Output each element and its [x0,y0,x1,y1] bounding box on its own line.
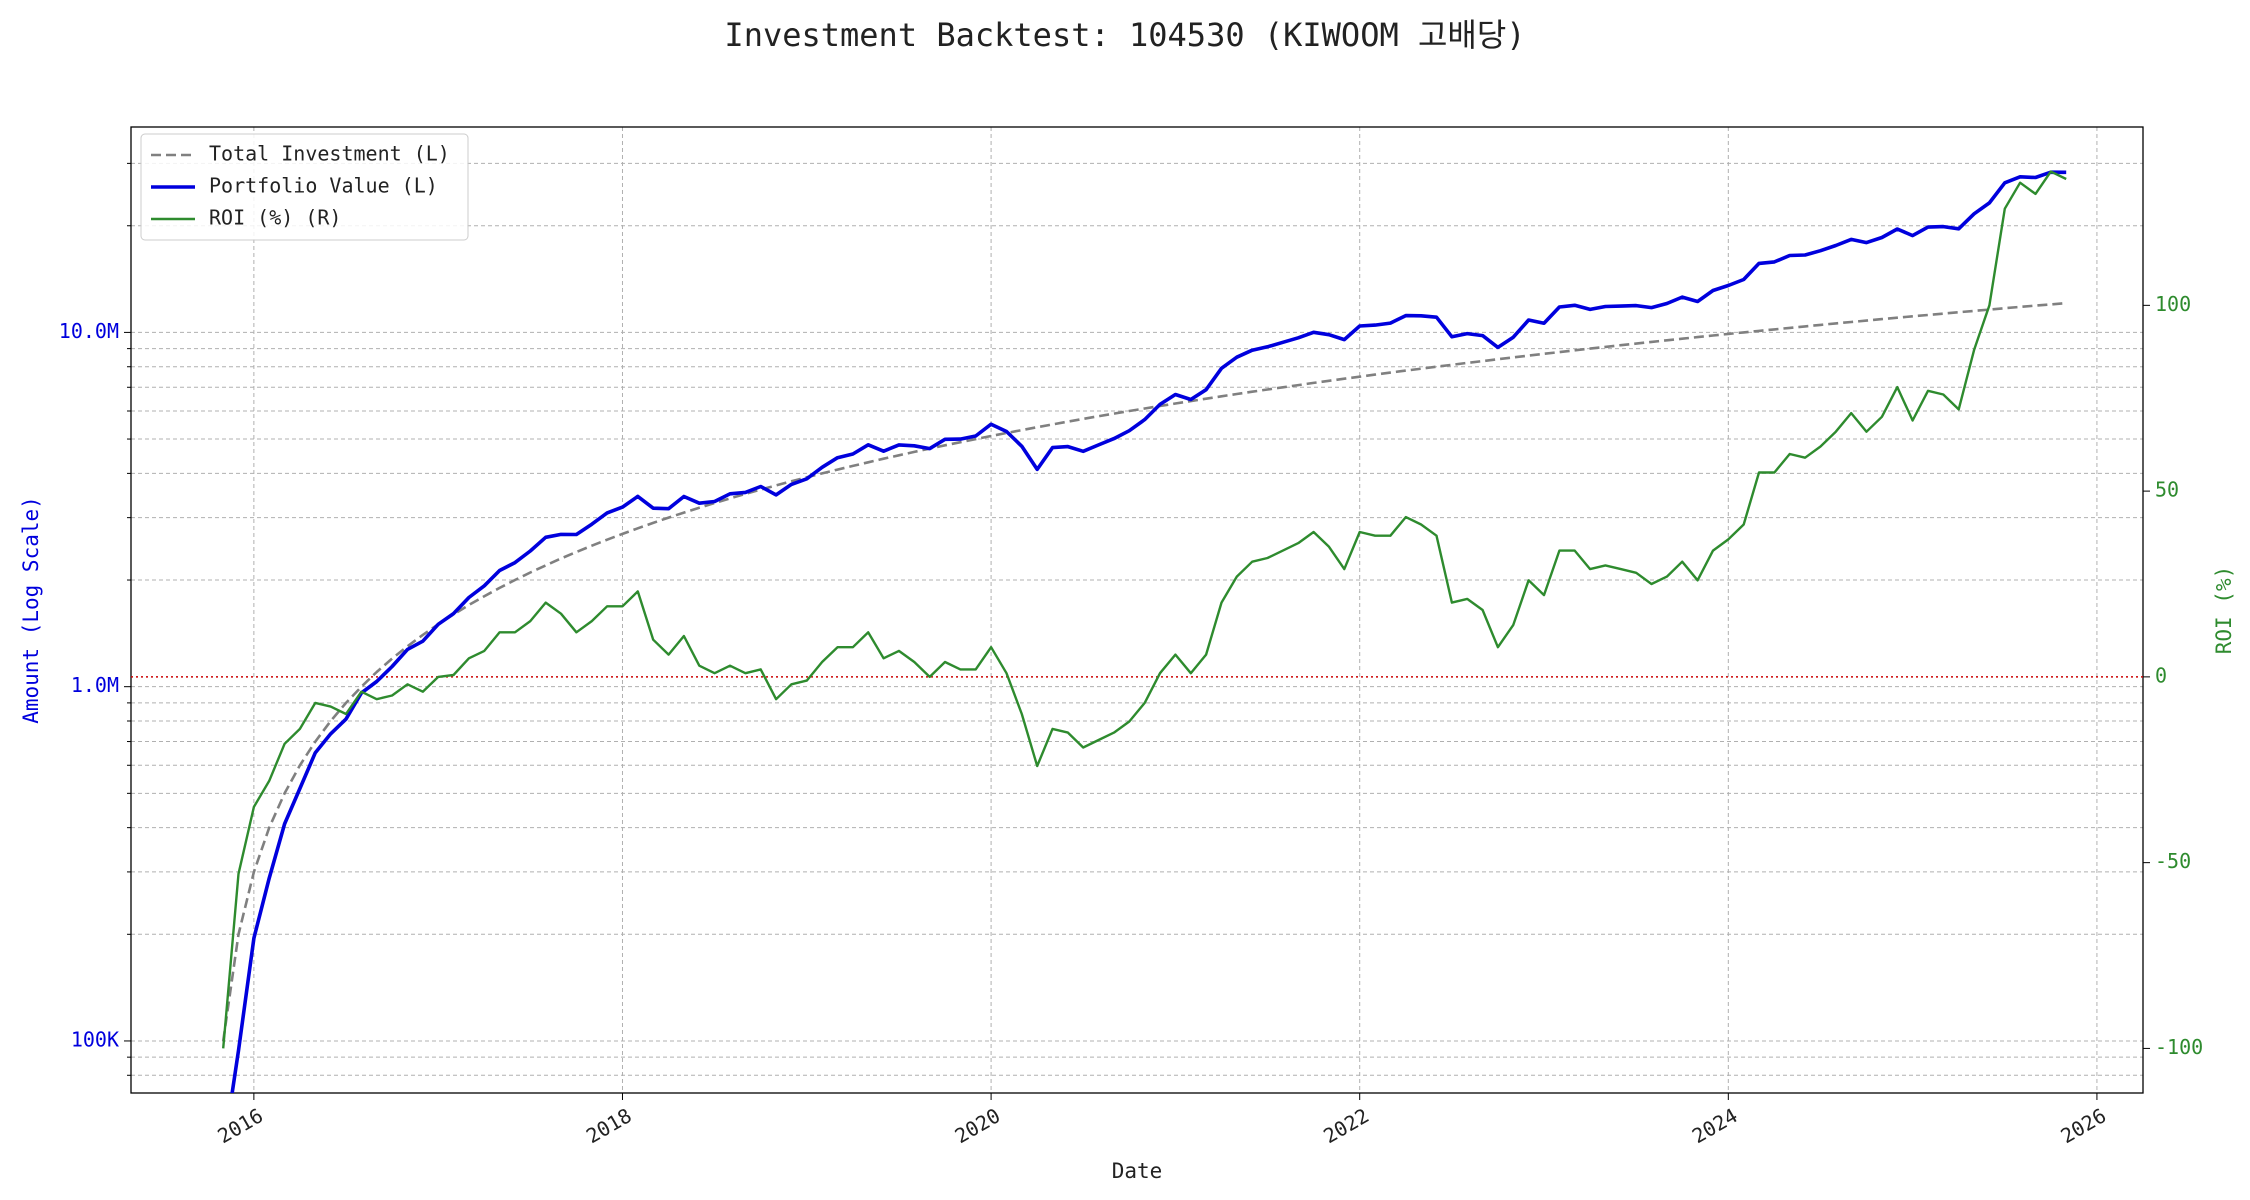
x-tick-label: 2022 [1319,1103,1373,1148]
series-line [230,170,2067,1093]
plot-frame [130,126,2144,1094]
y2-axis-label: ROI (%) [2212,566,2236,655]
y2-tick-label: 0 [2155,663,2167,687]
x-axis-label: Date [1112,1159,1163,1183]
y2-tick-label: -100 [2155,1035,2203,1059]
legend-box [140,133,469,241]
x-tick-label: 2016 [213,1103,267,1148]
x-tick-label: 2020 [951,1103,1005,1148]
legend-label: ROI (%) (R) [209,206,341,230]
x-tick-label: 2024 [1688,1103,1742,1148]
y-tick-label: 100K [71,1027,119,1051]
y-axis-label: Amount (Log Scale) [19,496,43,724]
chart-title: Investment Backtest: 104530 (KIWOOM 고배당) [724,16,1525,54]
y2-tick-label: -50 [2155,849,2191,873]
y-tick-label: 1.0M [71,673,119,697]
y-tick-label: 10.0M [59,319,119,343]
x-tick-label: 2026 [2056,1103,2110,1148]
y2-tick-label: 50 [2155,478,2179,502]
legend-label: Total Investment (L) [209,142,450,166]
series-line [222,170,2067,1049]
plot-area [131,170,2143,1093]
series-line [221,301,2067,1042]
legend-label: Portfolio Value (L) [209,174,438,198]
x-tick-label: 2018 [582,1103,636,1148]
y2-tick-label: 100 [2155,292,2191,316]
